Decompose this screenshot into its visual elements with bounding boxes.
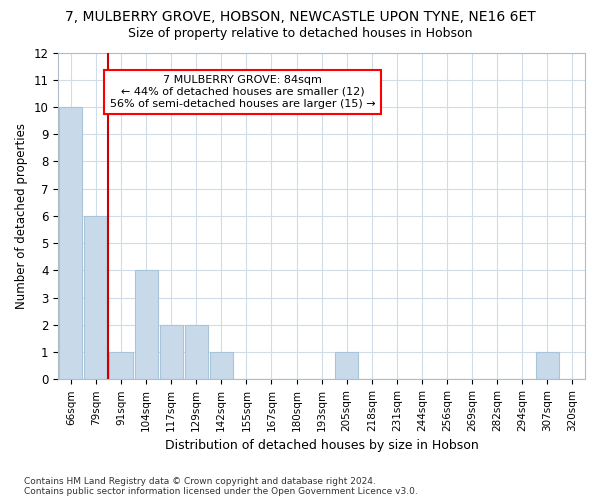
Bar — [59, 107, 82, 380]
Bar — [85, 216, 107, 380]
Bar — [185, 325, 208, 380]
Text: 7 MULBERRY GROVE: 84sqm
← 44% of detached houses are smaller (12)
56% of semi-de: 7 MULBERRY GROVE: 84sqm ← 44% of detache… — [110, 76, 376, 108]
X-axis label: Distribution of detached houses by size in Hobson: Distribution of detached houses by size … — [165, 440, 479, 452]
Text: 7, MULBERRY GROVE, HOBSON, NEWCASTLE UPON TYNE, NE16 6ET: 7, MULBERRY GROVE, HOBSON, NEWCASTLE UPO… — [65, 10, 535, 24]
Bar — [335, 352, 358, 380]
Text: Contains HM Land Registry data © Crown copyright and database right 2024.: Contains HM Land Registry data © Crown c… — [24, 477, 376, 486]
Text: Contains public sector information licensed under the Open Government Licence v3: Contains public sector information licen… — [24, 487, 418, 496]
Bar — [210, 352, 233, 380]
Bar — [109, 352, 133, 380]
Bar — [134, 270, 158, 380]
Y-axis label: Number of detached properties: Number of detached properties — [15, 123, 28, 309]
Bar — [160, 325, 182, 380]
Bar — [536, 352, 559, 380]
Text: Size of property relative to detached houses in Hobson: Size of property relative to detached ho… — [128, 28, 472, 40]
